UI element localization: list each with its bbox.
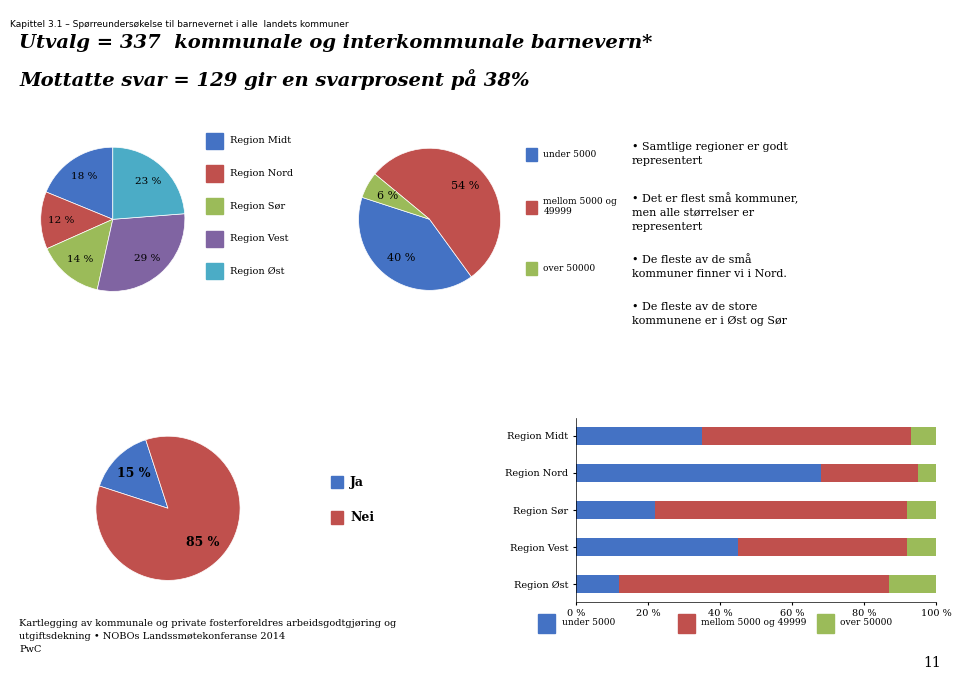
Bar xyxy=(526,201,538,214)
Wedge shape xyxy=(374,148,500,277)
Text: • De fleste av de store
kommunene er i Øst og Sør: • De fleste av de store kommunene er i Ø… xyxy=(632,302,787,326)
Text: • Det er flest små kommuner,
men alle størrelser er
representert: • Det er flest små kommuner, men alle st… xyxy=(632,192,799,232)
Bar xyxy=(206,165,224,182)
Wedge shape xyxy=(40,192,113,249)
Bar xyxy=(911,426,936,445)
Text: Region Sør: Region Sør xyxy=(229,201,285,211)
Text: Kartlegging av kommunale og private fosterforeldres arbeidsgodtgjøring og
utgift: Kartlegging av kommunale og private fost… xyxy=(19,619,396,654)
Wedge shape xyxy=(112,147,184,219)
Bar xyxy=(526,148,538,161)
Text: 15 %: 15 % xyxy=(116,467,150,480)
Bar xyxy=(918,464,936,482)
Text: under 5000: under 5000 xyxy=(543,150,596,158)
Wedge shape xyxy=(100,440,168,509)
Bar xyxy=(206,133,224,149)
Bar xyxy=(619,575,889,594)
Wedge shape xyxy=(96,436,240,580)
Text: Utvalg = 337  kommunale og interkommunale barnevern*: Utvalg = 337 kommunale og interkommunale… xyxy=(19,34,653,52)
Bar xyxy=(655,500,907,520)
Bar xyxy=(889,575,936,594)
Bar xyxy=(821,464,918,482)
Bar xyxy=(206,198,224,214)
Text: Deltakelse i interkommunalt samarbeid på barnevernsområdet: Deltakelse i interkommunalt samarbeid på… xyxy=(35,394,390,406)
Text: 18 %: 18 % xyxy=(71,172,97,181)
Bar xyxy=(907,500,936,520)
Wedge shape xyxy=(359,197,471,290)
Text: 11: 11 xyxy=(924,656,941,670)
Text: 6 %: 6 % xyxy=(376,191,397,201)
Text: Region Nord: Region Nord xyxy=(229,169,293,178)
Text: 40 %: 40 % xyxy=(387,254,416,263)
Text: 14 %: 14 % xyxy=(67,255,93,264)
Text: Kommunenes størrelse og geografiske fordeling: Kommunenes størrelse og geografiske ford… xyxy=(605,395,876,405)
Text: • Samtlige regioner er godt
representert: • Samtlige regioner er godt representert xyxy=(632,142,787,166)
Bar xyxy=(576,538,738,556)
Bar xyxy=(526,262,538,275)
Text: • De fleste av de små
kommuner finner vi i Nord.: • De fleste av de små kommuner finner vi… xyxy=(632,255,787,279)
Text: Kommunenes størrelse: Kommunenes størrelse xyxy=(404,108,541,121)
Bar xyxy=(576,464,821,482)
Bar xyxy=(702,426,911,445)
Bar xyxy=(738,538,907,556)
Bar xyxy=(331,511,344,524)
Text: Geografisk fordeling (Bufetats regioner): Geografisk fordeling (Bufetats regioner) xyxy=(29,108,269,121)
Wedge shape xyxy=(362,174,430,219)
Bar xyxy=(206,263,224,279)
Wedge shape xyxy=(46,147,113,219)
Bar xyxy=(331,476,344,488)
Text: Kapittel 3.1 – Spørreundersøkelse til barnevernet i alle  landets kommuner: Kapittel 3.1 – Spørreundersøkelse til ba… xyxy=(10,20,348,29)
Text: under 5000: under 5000 xyxy=(562,618,614,628)
Text: over 50000: over 50000 xyxy=(543,264,595,273)
Bar xyxy=(817,614,834,633)
Bar xyxy=(576,500,655,520)
Bar xyxy=(576,575,619,594)
Bar xyxy=(576,426,702,445)
Bar xyxy=(206,231,224,247)
Wedge shape xyxy=(47,219,113,290)
Text: 12 %: 12 % xyxy=(48,216,74,224)
Text: 23 %: 23 % xyxy=(134,177,161,186)
Text: Ja: Ja xyxy=(350,475,364,489)
Text: Region Vest: Region Vest xyxy=(229,234,288,243)
Bar xyxy=(678,614,695,633)
Bar xyxy=(907,538,936,556)
Text: Region Øst: Region Øst xyxy=(229,267,284,276)
Text: mellom 5000 og
49999: mellom 5000 og 49999 xyxy=(543,197,617,216)
Text: mellom 5000 og 49999: mellom 5000 og 49999 xyxy=(701,618,806,628)
Text: Mottatte svar = 129 gir en svarprosent på 38%: Mottatte svar = 129 gir en svarprosent p… xyxy=(19,69,530,90)
Text: 54 %: 54 % xyxy=(450,182,479,191)
Text: over 50000: over 50000 xyxy=(840,618,893,628)
Text: Kommentar: Kommentar xyxy=(750,108,820,121)
Wedge shape xyxy=(97,214,185,291)
Text: 85 %: 85 % xyxy=(186,537,219,549)
Text: Nei: Nei xyxy=(350,511,374,524)
Bar xyxy=(539,614,555,633)
Text: Region Midt: Region Midt xyxy=(229,136,291,146)
Text: 29 %: 29 % xyxy=(133,254,160,263)
